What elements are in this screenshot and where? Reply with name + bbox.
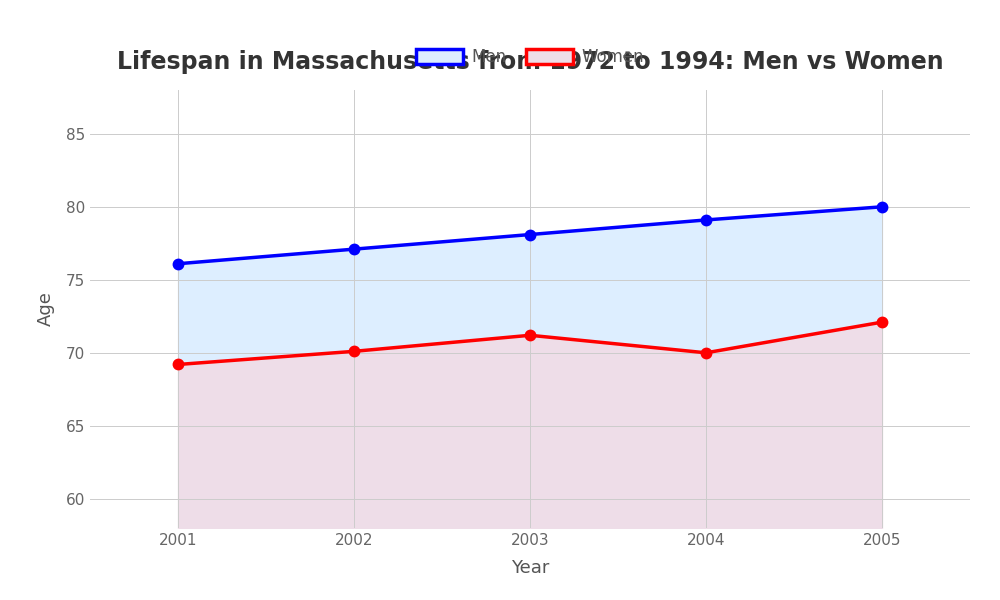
Y-axis label: Age: Age bbox=[37, 292, 55, 326]
Legend: Men, Women: Men, Women bbox=[409, 41, 651, 73]
Title: Lifespan in Massachusetts from 1972 to 1994: Men vs Women: Lifespan in Massachusetts from 1972 to 1… bbox=[117, 50, 943, 74]
X-axis label: Year: Year bbox=[511, 559, 549, 577]
